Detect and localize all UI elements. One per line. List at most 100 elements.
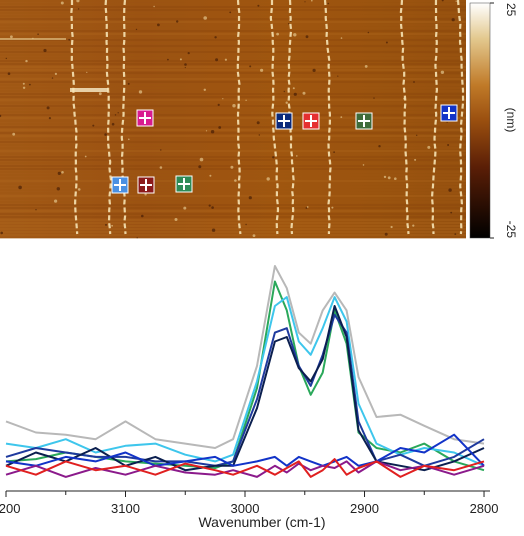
afm-scanline — [0, 102, 466, 104]
afm-scanline — [0, 222, 466, 224]
afm-scanline — [0, 33, 466, 35]
afm-speck — [51, 77, 54, 79]
afm-speck — [210, 130, 215, 134]
afm-scanline — [0, 231, 466, 233]
afm-speck — [446, 121, 448, 123]
afm-ridge — [104, 0, 113, 235]
afm-speck — [54, 72, 58, 75]
afm-streak — [70, 88, 108, 92]
afm-speck — [187, 52, 190, 55]
afm-speck — [208, 204, 211, 207]
afm-speck — [305, 35, 309, 39]
afm-scanline — [0, 54, 466, 56]
afm-scanline — [0, 132, 466, 134]
x-tick-label: 3200 — [0, 501, 20, 516]
measurement-marker[interactable] — [175, 175, 193, 193]
afm-speck — [22, 86, 26, 90]
afm-scanline — [0, 96, 466, 98]
afm-height-image: 25 (nm) -25 — [0, 0, 518, 239]
afm-scanline — [0, 225, 466, 227]
afm-speck — [385, 41, 388, 44]
afm-speck — [43, 48, 47, 53]
afm-speck — [217, 103, 220, 106]
afm-ridge — [456, 0, 465, 235]
afm-speck — [211, 228, 216, 232]
afm-scanline — [0, 48, 466, 50]
afm-speck — [157, 23, 160, 27]
afm-scanline — [0, 186, 466, 188]
afm-speck — [203, 16, 207, 20]
spectrum-line — [5, 433, 485, 467]
afm-background — [0, 0, 466, 238]
afm-scanline — [0, 90, 466, 92]
afm-speck — [176, 20, 179, 23]
afm-scanline — [0, 15, 466, 17]
afm-speck — [292, 87, 295, 90]
afm-speck — [114, 114, 117, 116]
afm-scanline — [0, 99, 466, 101]
afm-speck — [304, 1, 306, 3]
afm-scanline — [0, 159, 466, 161]
afm-speck — [18, 185, 22, 190]
measurement-marker[interactable] — [440, 104, 458, 122]
afm-speck — [29, 83, 31, 86]
afm-speck — [440, 70, 445, 75]
afm-ridges — [70, 0, 465, 235]
afm-scanline — [0, 72, 466, 74]
afm-speck — [61, 171, 64, 174]
afm-speck — [302, 91, 306, 95]
afm-speck — [77, 188, 81, 191]
afm-scanline — [0, 192, 466, 194]
afm-scanline — [0, 213, 466, 215]
spectrum-line — [5, 460, 485, 478]
afm-scanline — [0, 144, 466, 146]
measurement-marker[interactable] — [111, 176, 129, 194]
afm-speck — [5, 57, 8, 60]
afm-scanline — [0, 234, 466, 236]
afm-speck — [413, 81, 415, 83]
afm-speck — [390, 225, 393, 229]
afm-scanline — [0, 219, 466, 221]
afm-speck — [0, 114, 2, 118]
afm-speck — [25, 59, 28, 63]
afm-scanline — [0, 3, 466, 5]
afm-speck — [333, 151, 335, 154]
afm-speck — [10, 35, 13, 39]
afm-speck — [327, 2, 330, 5]
afm-speck — [455, 0, 457, 2]
afm-speck — [174, 218, 178, 221]
afm-scanline — [0, 120, 466, 122]
afm-scanline — [0, 12, 466, 14]
afm-scanline — [0, 84, 466, 86]
afm-scanline — [0, 93, 466, 95]
afm-scanline — [0, 210, 466, 212]
afm-speck — [7, 72, 11, 75]
afm-speck — [203, 88, 206, 92]
afm-speck — [256, 121, 260, 125]
afm-speck — [209, 174, 212, 177]
afm-speck — [364, 65, 368, 68]
measurement-marker[interactable] — [302, 112, 320, 130]
measurement-marker[interactable] — [137, 176, 155, 194]
afm-speck — [153, 5, 155, 8]
measurement-marker[interactable] — [355, 112, 373, 130]
measurement-marker[interactable] — [136, 109, 154, 127]
afm-speck — [311, 0, 313, 2]
afm-scanline — [0, 150, 466, 152]
afm-speck — [293, 92, 297, 96]
afm-speck — [414, 158, 417, 161]
afm-scanline — [0, 87, 466, 89]
afm-scanline — [0, 45, 466, 47]
measurement-marker[interactable] — [275, 112, 293, 130]
afm-speck — [258, 134, 260, 136]
afm-scanline — [0, 138, 466, 140]
afm-speck — [222, 98, 224, 100]
afm-speck — [144, 193, 147, 196]
colorbar-min-label: -25 — [504, 221, 518, 239]
afm-speck — [384, 232, 388, 236]
afm-scanline — [0, 135, 466, 137]
afm-speck — [218, 126, 222, 129]
afm-speck — [230, 165, 234, 169]
spectrum-line — [5, 280, 485, 472]
afm-speck — [293, 33, 297, 37]
